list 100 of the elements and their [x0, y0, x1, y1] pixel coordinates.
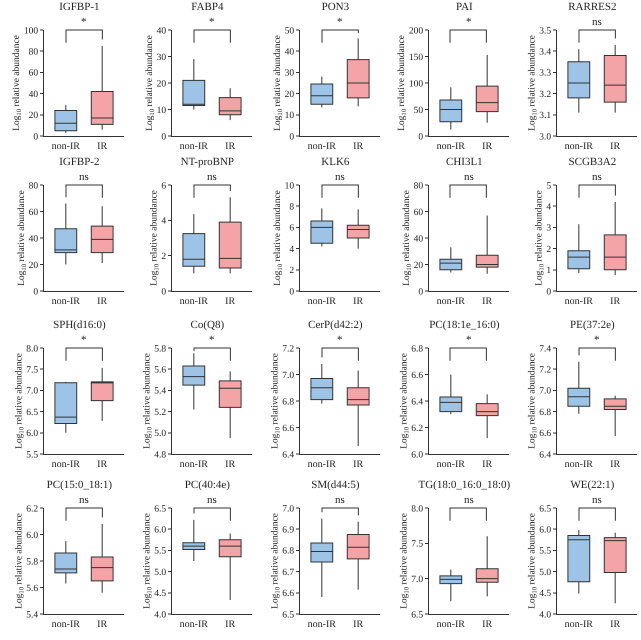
- x-tick-label: IR: [482, 459, 492, 470]
- y-tick-label: 6.0: [26, 530, 38, 541]
- y-tick-label: 40: [28, 90, 38, 100]
- y-tick-label: 7.5: [410, 540, 423, 550]
- y-tick-label: 5.8: [154, 344, 167, 354]
- y-tick-label: 6.6: [410, 370, 423, 381]
- y-tick-label: 100: [408, 79, 423, 90]
- chart-title: IGFBP-1: [59, 1, 100, 14]
- y-tick-label: 30: [284, 68, 295, 79]
- y-tick-label: 6.0: [154, 526, 167, 536]
- y-tick-label: 6.8: [539, 408, 552, 418]
- y-tick-label: 0: [290, 287, 295, 298]
- y-tick-label: 7.0: [539, 386, 552, 397]
- y-tick-label: 5.5: [154, 546, 167, 557]
- y-tick-label: 50: [413, 106, 423, 116]
- y-tick-label: 6.4: [410, 397, 423, 408]
- y-tick-label: 6.4: [282, 450, 295, 460]
- chart-title: RARRES2: [568, 1, 616, 14]
- text: ns: [79, 494, 89, 506]
- y-tick-label: 6.9: [282, 526, 295, 536]
- y-tick-label: 6.5: [282, 610, 295, 620]
- text: ns: [335, 171, 346, 183]
- y-tick-label: 6.0: [539, 526, 552, 536]
- y-tick-label: 20: [156, 79, 167, 90]
- y-tick-label: 2: [162, 252, 167, 262]
- text: *: [466, 16, 472, 28]
- y-tick-label: 6.5: [410, 610, 423, 620]
- chart-title: CHI3L1: [446, 156, 482, 168]
- text: ns: [592, 16, 602, 28]
- y-tick-label: 50: [284, 26, 295, 36]
- y-tick-label: 2: [546, 244, 552, 255]
- y-tick-label: 6.5: [539, 504, 552, 514]
- x-tick-label: IR: [354, 619, 364, 630]
- chart-title: SM(d44:5): [312, 479, 360, 492]
- y-tick-label: 10: [156, 106, 167, 116]
- y-tick-label: 1: [546, 266, 552, 276]
- x-tick-label: non-IR: [436, 459, 465, 470]
- x-tick-label: IR: [482, 141, 492, 152]
- y-tick-label: 40: [156, 26, 167, 36]
- x-tick-label: non-IR: [180, 619, 208, 630]
- x-tick-label: IR: [97, 459, 108, 470]
- y-tick-label: 5.8: [26, 557, 38, 568]
- y-tick-label: 7.0: [282, 370, 295, 381]
- text: *: [466, 334, 472, 346]
- y-tick-label: 6: [162, 181, 167, 192]
- x-tick-label: non-IR: [436, 141, 465, 152]
- y-tick-label: 60: [413, 208, 423, 218]
- y-tick-label: 5: [546, 181, 552, 192]
- y-tick-label: 6: [290, 224, 295, 234]
- y-tick-label: 40: [413, 234, 423, 244]
- y-tick-label: 20: [28, 111, 38, 122]
- y-tick-label: 5.0: [539, 568, 552, 578]
- y-tick-label: 4.8: [154, 450, 167, 460]
- y-tick-label: 20: [413, 260, 423, 271]
- y-tick-label: 3.4: [539, 48, 552, 58]
- y-tick-label: 3.1: [539, 111, 552, 122]
- x-tick-label: IR: [354, 296, 364, 307]
- y-tick-label: 7.5: [26, 366, 38, 376]
- y-tick-label: 4.5: [539, 589, 552, 600]
- x-tick-label: IR: [97, 296, 108, 307]
- text: ns: [207, 171, 217, 183]
- x-tick-label: non-IR: [308, 459, 337, 470]
- x-tick-label: non-IR: [436, 296, 465, 307]
- x-tick-label: IR: [610, 296, 620, 307]
- y-tick-label: 150: [408, 52, 423, 63]
- x-tick-label: IR: [225, 296, 236, 307]
- x-tick-label: IR: [354, 459, 364, 470]
- x-tick-label: IR: [610, 141, 620, 152]
- x-tick-label: IR: [610, 619, 620, 630]
- x-tick-label: IR: [354, 141, 364, 152]
- x-tick-label: non-IR: [52, 141, 80, 152]
- x-tick-label: IR: [482, 296, 492, 307]
- y-tick-label: 5.0: [154, 429, 167, 440]
- x-tick-label: non-IR: [436, 619, 465, 630]
- chart-title: SPH(d16:0): [53, 319, 106, 332]
- text: *: [594, 334, 600, 346]
- x-tick-label: non-IR: [52, 619, 80, 630]
- x-tick-label: IR: [225, 141, 236, 152]
- x-tick-label: non-IR: [52, 459, 80, 470]
- y-tick-label: 0: [418, 287, 423, 298]
- y-tick-label: 0: [290, 132, 295, 142]
- chart-title: TG(18:0_16:0_18:0): [418, 479, 510, 492]
- y-tick-label: 6.5: [26, 408, 38, 418]
- y-tick-label: 7.2: [539, 366, 552, 376]
- chart-title: IGFBP-2: [59, 156, 100, 168]
- y-tick-label: 8.0: [410, 504, 423, 514]
- x-tick-label: non-IR: [564, 619, 594, 630]
- y-tick-label: 40: [28, 234, 38, 244]
- y-tick-label: 4.0: [154, 610, 167, 620]
- chart-title: WE(22:1): [570, 479, 614, 492]
- text: ns: [464, 171, 474, 183]
- chart-title: KLK6: [322, 156, 350, 168]
- x-tick-label: non-IR: [180, 296, 208, 307]
- y-tick-label: 20: [284, 90, 295, 100]
- x-tick-label: IR: [610, 459, 620, 470]
- x-tick-label: non-IR: [180, 141, 208, 152]
- y-tick-label: 3.2: [539, 90, 552, 100]
- text: *: [337, 16, 343, 28]
- chart-title: PE(37:2e): [570, 319, 615, 332]
- y-tick-label: 4: [162, 216, 167, 227]
